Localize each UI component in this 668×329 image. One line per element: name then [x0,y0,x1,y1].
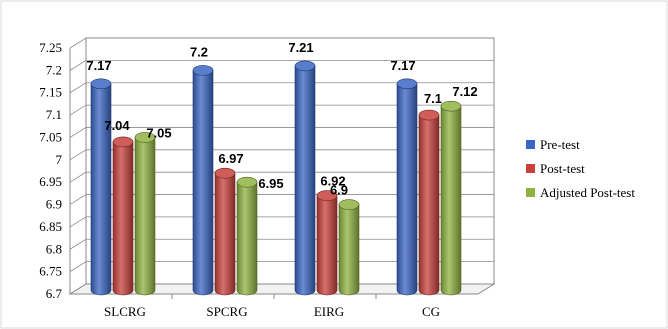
data-label: 7.17 [86,58,111,73]
y-tick-label: 7 [56,152,63,167]
y-tick-label: 7.2 [46,62,62,77]
gridline [69,127,494,138]
y-tick-label: 7.05 [39,129,62,144]
y-tick-label: 6.7 [46,286,63,301]
data-label: 7.04 [104,118,130,133]
gridline [69,194,494,205]
data-label: 6.92 [320,174,345,189]
x-category-label: SPCRG [206,304,247,319]
bar-pre-test-cg [396,78,418,296]
legend-label: Post-test [540,161,585,176]
y-tick-label: 6.95 [39,174,62,189]
bar-pre-test-slcrg [90,78,112,296]
y-tick-label: 6.75 [39,264,62,279]
legend-label: Pre-test [540,137,580,152]
data-label: 7.1 [424,91,442,106]
bar-adjusted-post-test-eirg [338,199,360,296]
data-labels: 7.17 7.04 7.05 7.2 6.97 6.95 7.21 6.926.9 7.17 7.… [86,40,477,198]
bar-post-test-slcrg [112,136,134,296]
legend-swatch [526,140,535,149]
legend: Pre-test Post-test Adjusted Post-test [526,137,635,200]
legend-label: Adjusted Post-test [540,185,635,200]
y-tick-label: 6.9 [46,197,62,212]
gridline [69,104,494,116]
data-label: 6.95 [258,176,283,191]
y-tick-label: 7.15 [39,85,62,100]
gridline [69,82,494,94]
y-tick-label: 7.1 [46,107,62,122]
bar-pre-test-eirg [294,60,316,296]
data-label: 7.2 [190,44,208,59]
legend-swatch [526,164,535,173]
data-label: 7.17 [390,58,415,73]
gridline [69,149,494,161]
gridline [69,59,494,71]
legend-swatch [526,188,535,197]
data-label: 7.12 [452,84,477,99]
bar-adjusted-post-test-slcrg [134,132,156,296]
data-label: 6.97 [218,151,243,166]
bar-post-test-cg [418,109,440,296]
bar-pre-test-spcrg [192,65,214,296]
bars [90,60,462,296]
x-category-label: CG [422,304,440,319]
axes: 6.7 6.75 6.8 6.85 6.9 6.95 7 7.05 7.1 7.15 7.2 7.25… [39,40,478,319]
data-label: 7.05 [146,125,171,140]
x-category-label: SLCRG [104,304,146,319]
bar-post-test-eirg [316,190,338,296]
data-label: 6.9 [330,183,348,198]
gridline [69,171,494,183]
y-tick-label: 6.85 [39,219,62,234]
bar-adjusted-post-test-cg [440,100,462,296]
gridline [69,37,494,49]
bar-post-test-spcrg [214,167,236,296]
data-label: 7.21 [288,40,313,55]
bar-adjusted-post-test-spcrg [236,176,258,296]
x-category-label: EIRG [314,304,344,319]
y-tick-label: 6.8 [46,241,62,256]
y-tick-label: 7.25 [39,40,62,55]
